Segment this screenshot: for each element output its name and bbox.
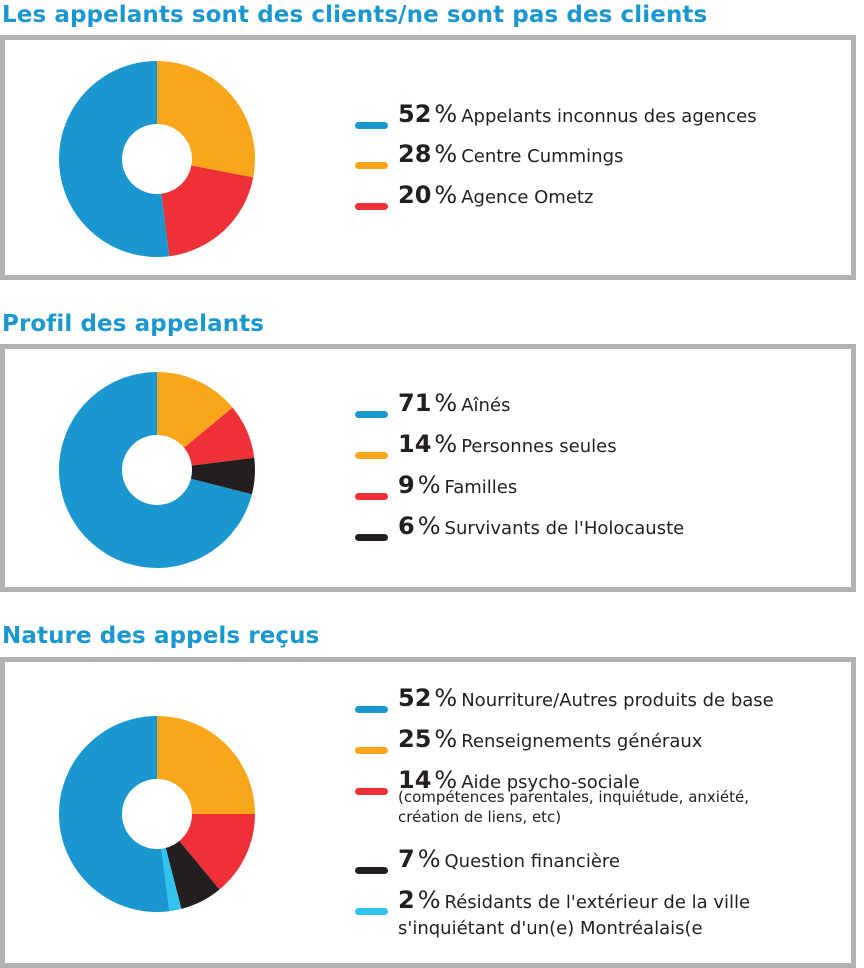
legend-label: Personnes seules (461, 436, 617, 457)
legend-unit: % (434, 766, 458, 794)
legend-unit: % (434, 100, 458, 128)
legend-unit: % (417, 886, 441, 914)
pie-slice-appelants-inconnus-des-agences (58, 61, 170, 257)
legend-swatch (355, 122, 388, 129)
legend-label: Question financière (444, 851, 620, 872)
legend-label: Résidants de l'extérieur de la ville (444, 892, 751, 913)
pie-slice-aide-psycho-sociale (179, 814, 255, 890)
legend-label: Agence Ometz (461, 187, 594, 208)
legend-value: 14 (398, 766, 432, 794)
legend-value: 71 (398, 389, 432, 417)
legend-swatch (355, 452, 388, 459)
legend-value: 25 (398, 725, 432, 753)
legend-label: Appelants inconnus des agences (461, 106, 757, 127)
chart-1-donut (58, 61, 256, 257)
pie-slice-agence-ometz (161, 165, 254, 257)
legend-swatch (355, 867, 388, 874)
legend-label: Nourriture/Autres produits de base (461, 690, 774, 711)
legend-label: Familles (444, 477, 518, 498)
legend-swatch (355, 493, 388, 500)
chart-2-panel (0, 344, 856, 592)
legend-unit: % (417, 471, 441, 499)
pie-slice-aines (58, 372, 252, 568)
legend-unit: % (434, 725, 458, 753)
chart-2-title: Profil des appelants (2, 311, 265, 337)
chart-1-panel (0, 35, 856, 280)
legend-swatch (355, 706, 388, 713)
legend-label: Centre Cummings (461, 146, 624, 167)
chart-3-donut (58, 716, 255, 912)
legend-value: 7 (398, 845, 415, 873)
legend-swatch (355, 203, 388, 210)
chart-1-title: Les appelants sont des clients/ne sont p… (2, 2, 708, 28)
pie-slice-residants-de-l-exterieur-de-la-ville (161, 847, 182, 912)
legend-value: 52 (398, 684, 432, 712)
legend-unit: % (434, 389, 458, 417)
legend-label: Aînés (461, 395, 511, 416)
legend-value: 28 (398, 140, 432, 168)
legend-swatch (355, 908, 388, 915)
legend-value: 2 (398, 886, 415, 914)
legend-value: 20 (398, 181, 432, 209)
legend-unit: % (434, 430, 458, 458)
pie-slice-survivants-de-l-holocauste (190, 457, 255, 495)
legend-label-continued: s'inquiétant d'un(e) Montréalais(e (398, 918, 703, 939)
legend-value: 14 (398, 430, 432, 458)
legend-label: Aide psycho-sociale (461, 772, 640, 793)
legend-unit: % (434, 684, 458, 712)
chart-3-panel (0, 657, 856, 968)
legend-note: (compétences parentales, inquiétude, anx… (398, 788, 750, 826)
legend-label: Renseignements généraux (461, 731, 703, 752)
pie-slice-question-financiere (165, 840, 220, 909)
legend-unit: % (434, 181, 458, 209)
pie-slice-centre-cummings (157, 61, 256, 178)
pie-slice-familles (183, 407, 255, 466)
legend-swatch (355, 534, 388, 541)
legend-unit: % (434, 140, 458, 168)
legend-swatch (355, 411, 388, 418)
legend-swatch (355, 747, 388, 754)
legend-value: 6 (398, 512, 415, 540)
legend-unit: % (417, 845, 441, 873)
pie-slice-personnes-seules (157, 372, 233, 448)
legend-label: Survivants de l'Holocauste (444, 518, 685, 539)
pie-slice-nourriture-autres-produits-de-base (58, 716, 170, 912)
legend-swatch (355, 162, 388, 169)
legend-unit: % (417, 512, 441, 540)
legend-swatch (355, 788, 388, 795)
legend-value: 52 (398, 100, 432, 128)
chart-3-title: Nature des appels reçus (2, 623, 320, 649)
pie-slice-renseignements-generaux (157, 716, 255, 814)
legend-value: 9 (398, 471, 415, 499)
chart-2-donut (58, 372, 255, 568)
